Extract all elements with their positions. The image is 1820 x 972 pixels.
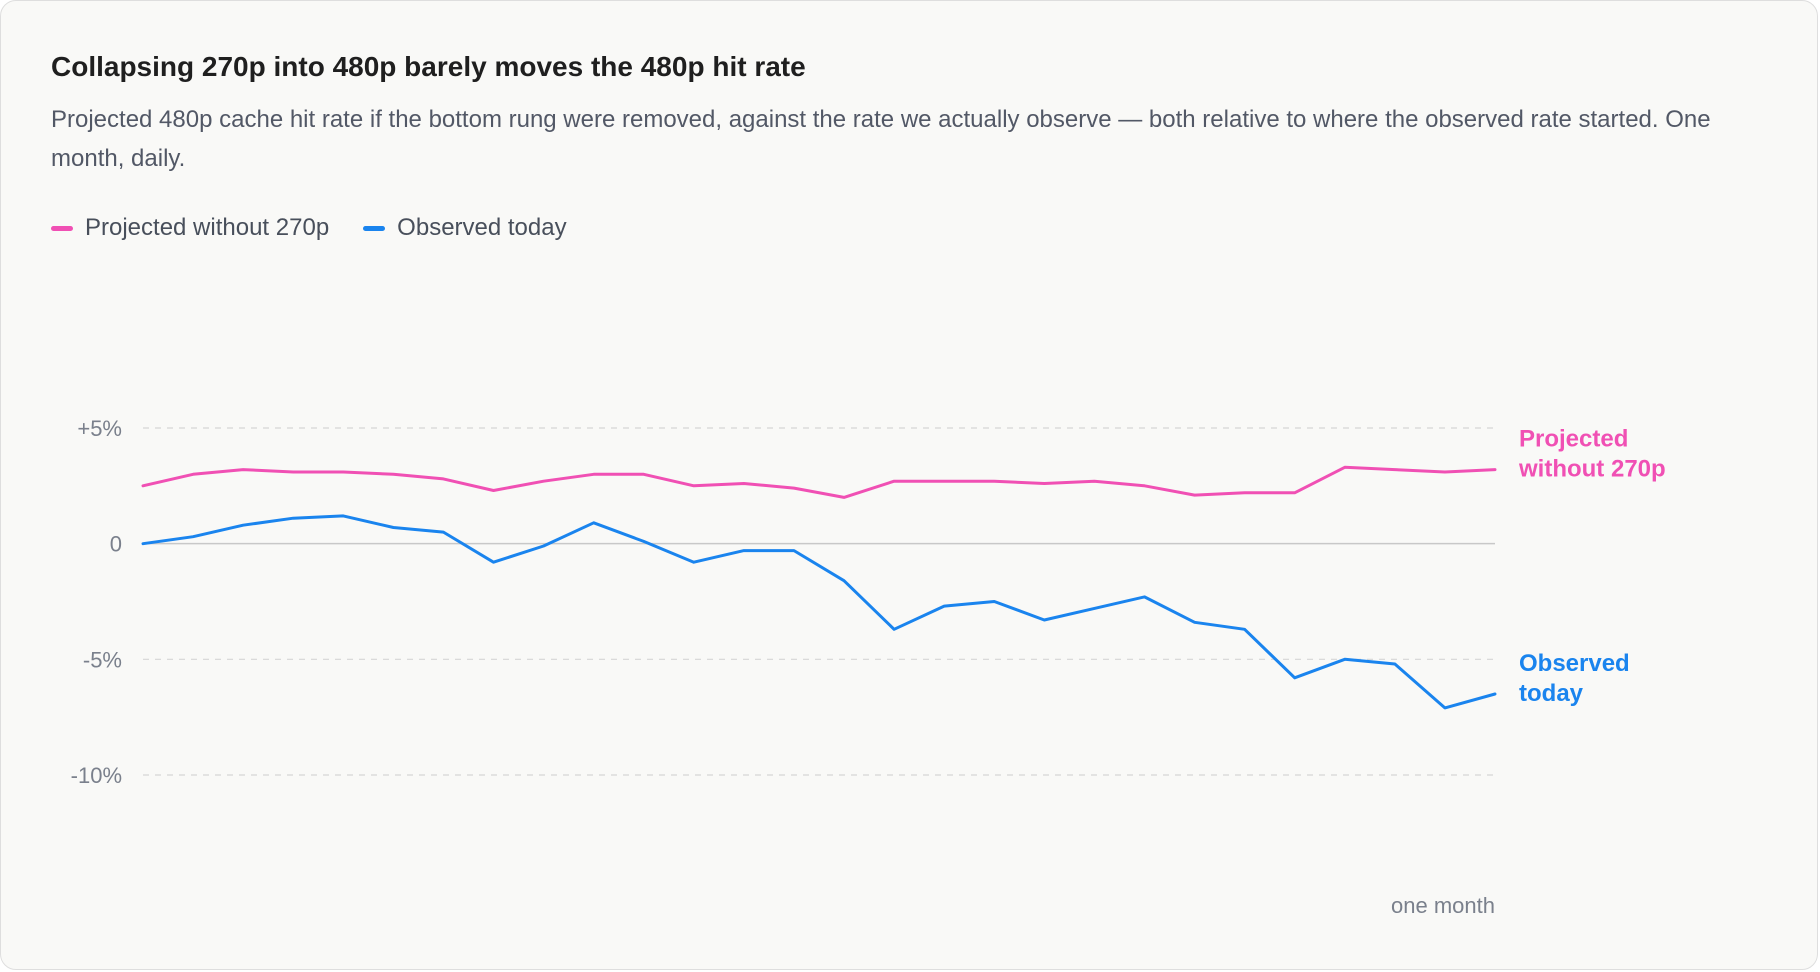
chart-title: Collapsing 270p into 480p barely moves t… <box>51 51 806 82</box>
legend-item-projected: Projected without 270p <box>51 214 329 242</box>
series-end-label-observed: Observed <box>1519 650 1630 677</box>
legend-item-observed: Observed today <box>363 214 567 242</box>
legend-swatch-projected <box>51 225 73 231</box>
chart-subtitle: Projected 480p cache hit rate if the bot… <box>51 106 1711 172</box>
series-line-observed <box>141 514 1497 710</box>
series-line-projected <box>141 465 1497 499</box>
y-tick-label: -5% <box>83 647 122 672</box>
series-end-label-projected: Projected <box>1519 426 1628 453</box>
series-end-label-observed: today <box>1519 680 1584 707</box>
legend-label-observed: Observed today <box>397 214 567 241</box>
y-tick-label: +5% <box>77 416 122 441</box>
x-axis-label: one month <box>1391 893 1495 918</box>
y-tick-label: -10% <box>71 763 122 788</box>
chart-legend: Projected without 270p Observed today <box>51 214 601 242</box>
legend-swatch-observed <box>363 225 386 231</box>
series-end-label-projected: without 270p <box>1518 456 1666 483</box>
legend-label-projected: Projected without 270p <box>85 214 330 241</box>
y-tick-label: 0 <box>110 532 122 557</box>
